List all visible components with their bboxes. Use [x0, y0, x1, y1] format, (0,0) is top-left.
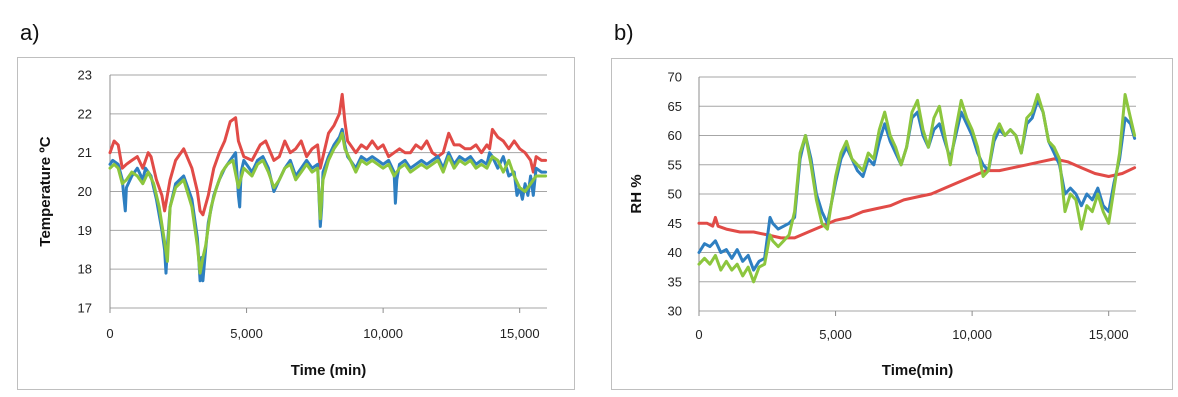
y-tick-label: 65 — [668, 99, 682, 114]
y-tick-label: 17 — [78, 301, 92, 316]
y-tick-label: 40 — [668, 245, 682, 260]
y-axis-title: Temperature ºC — [37, 136, 54, 246]
y-tick-label: 45 — [668, 216, 682, 231]
x-tick-label: 5,000 — [230, 326, 263, 341]
y-tick-label: 23 — [78, 68, 92, 83]
y-tick-label: 55 — [668, 157, 682, 172]
y-tick-label: 30 — [668, 304, 682, 319]
y-tick-label: 21 — [78, 145, 92, 160]
x-tick-label: 0 — [106, 326, 113, 341]
x-axis-title: Time(min) — [882, 362, 953, 379]
y-axis-title: RH % — [628, 174, 645, 213]
series-line-2 — [697, 98, 1137, 272]
x-tick-label: 15,000 — [500, 326, 540, 341]
y-tick-label: 18 — [78, 262, 92, 277]
y-tick-label: 20 — [78, 184, 92, 199]
chart-a-frame: 17 18 19 20 21 22 23 0 5,000 10,000 15,000 Time (mi… — [17, 57, 575, 390]
x-tick-label: 5,000 — [819, 327, 852, 342]
series-line-3 — [108, 131, 548, 275]
y-tick-label: 60 — [668, 128, 682, 143]
x-tick-label: 10,000 — [952, 327, 992, 342]
series-line-1 — [108, 92, 548, 217]
y-tick-label: 70 — [668, 70, 682, 85]
y-tick-label: 19 — [78, 223, 92, 238]
y-tick-label: 50 — [668, 187, 682, 202]
series-line-3 — [697, 93, 1137, 284]
panel-b-letter: b) — [614, 20, 634, 45]
x-tick-label: 15,000 — [1089, 327, 1129, 342]
chart-b-frame: 30 35 40 45 50 55 60 65 70 0 5,000 10,000 15,000 Time… — [611, 58, 1173, 390]
y-tick-label: 22 — [78, 106, 92, 121]
chart-b-humidity: 30 35 40 45 50 55 60 65 70 0 5,000 10,000 15,000 Time… — [628, 70, 1137, 379]
panel-a-letter: a) — [20, 20, 40, 45]
chart-a-temperature: 17 18 19 20 21 22 23 0 5,000 10,000 15,000 Time (mi… — [37, 68, 548, 379]
y-tick-label: 35 — [668, 274, 682, 289]
x-tick-label: 0 — [695, 327, 702, 342]
x-tick-label: 10,000 — [363, 326, 403, 341]
x-axis-title: Time (min) — [291, 362, 367, 379]
